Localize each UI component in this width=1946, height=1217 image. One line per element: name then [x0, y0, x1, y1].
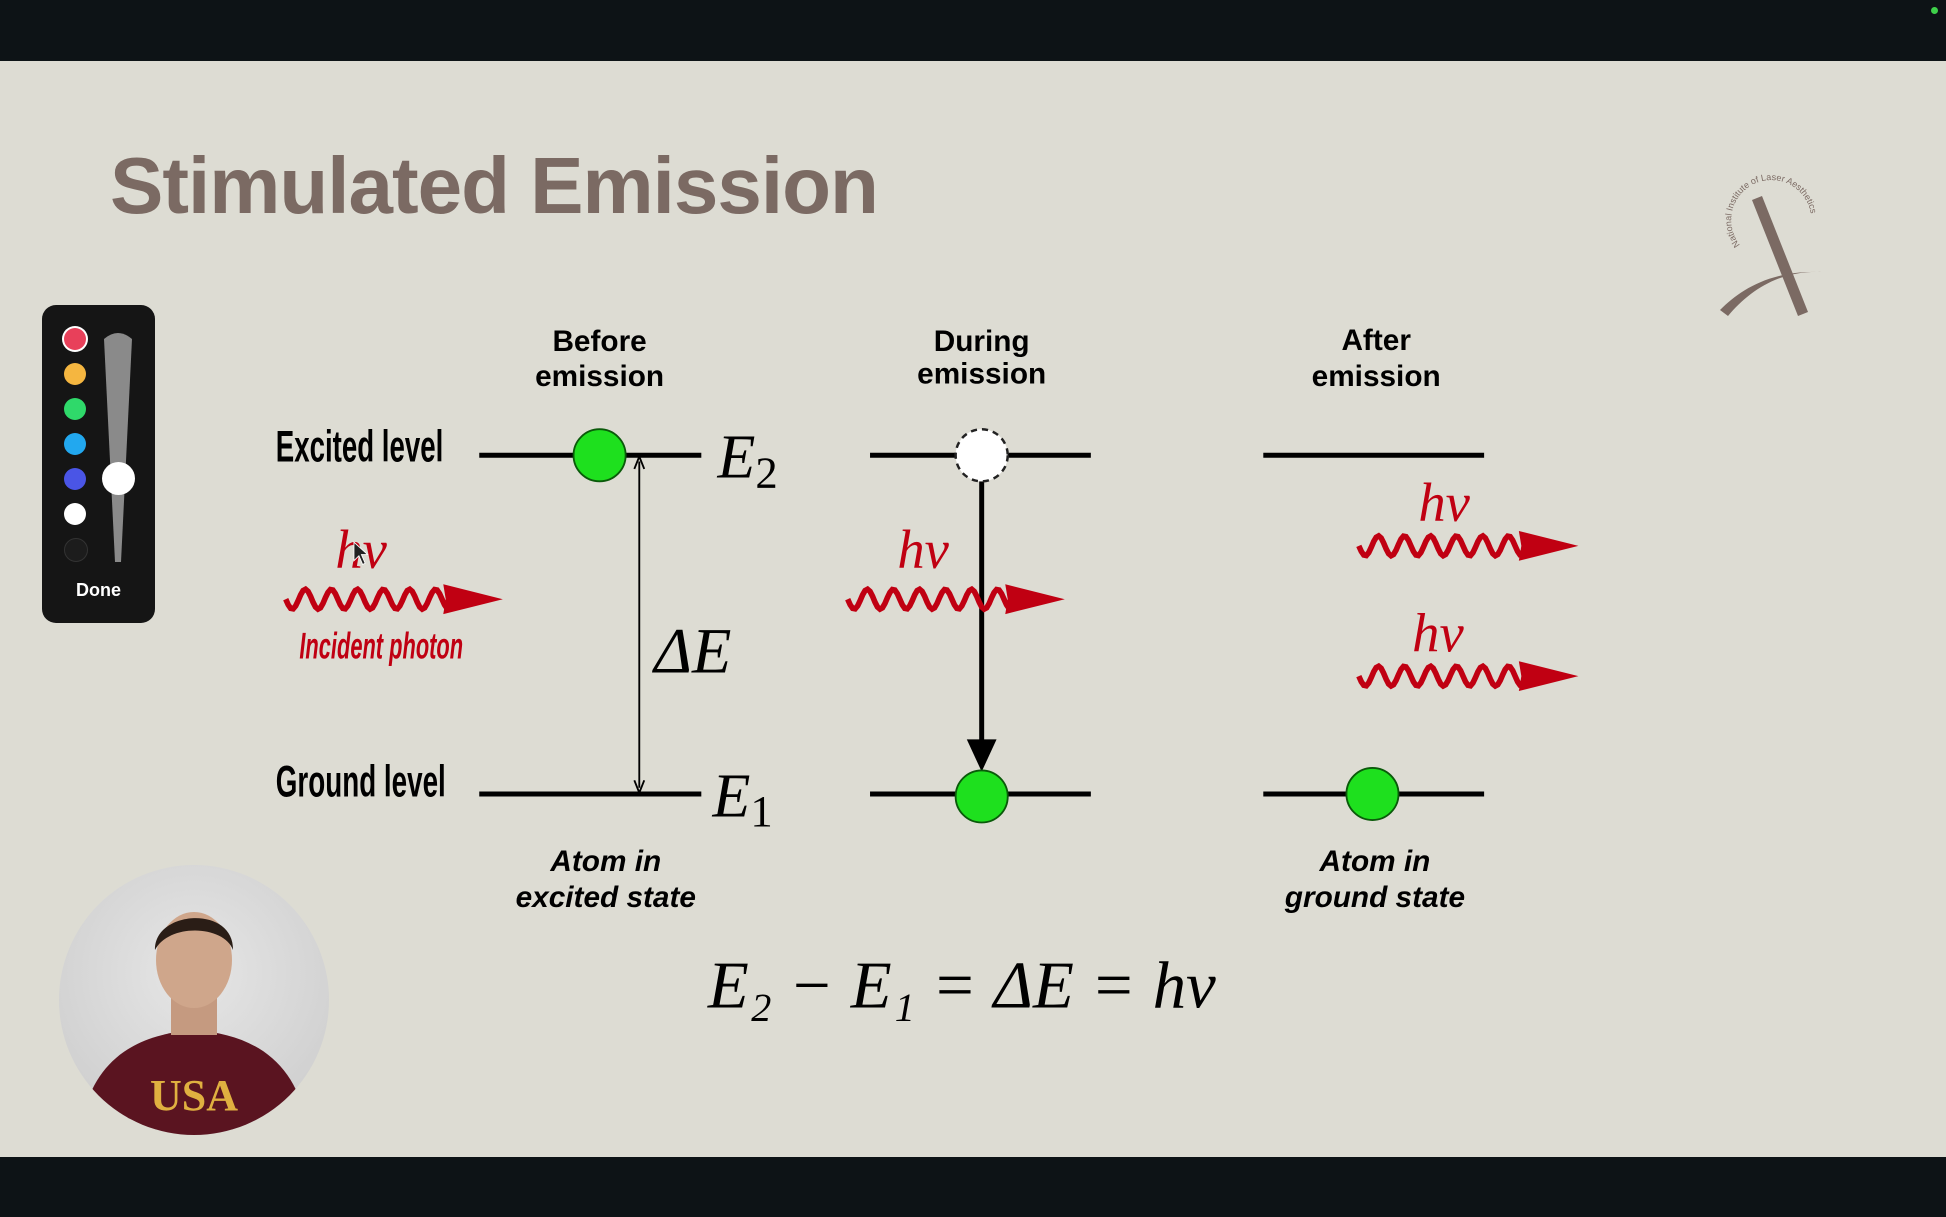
color-swatch[interactable]	[64, 468, 86, 490]
color-swatch[interactable]	[64, 503, 86, 525]
stroke-width-slider[interactable]	[102, 327, 134, 567]
photon-wave	[283, 584, 503, 615]
e1-label: E1	[711, 762, 772, 836]
presenter-webcam: USA	[59, 865, 329, 1135]
delta-e-label: ΔE	[651, 615, 731, 686]
status-dot	[1931, 7, 1938, 14]
atom-excited	[572, 428, 627, 483]
photon-energy-label: hν	[1412, 602, 1464, 663]
color-swatch[interactable]	[64, 398, 86, 420]
color-swatch[interactable]	[64, 433, 86, 455]
shirt-text: USA	[150, 1071, 238, 1120]
incident-photon-label: Incident photon	[299, 625, 463, 667]
heading-after-2: emission	[1312, 360, 1441, 393]
photon-wave	[845, 584, 1065, 615]
heading-after-1: After	[1341, 324, 1411, 357]
color-swatch[interactable]	[64, 363, 86, 385]
done-button[interactable]: Done	[76, 580, 121, 600]
heading-during-1: During	[934, 325, 1030, 358]
atom-vacated	[954, 427, 1009, 483]
color-swatch[interactable]	[64, 538, 88, 562]
caption-excited-2: excited state	[516, 881, 696, 914]
photon-energy-label: hν	[897, 519, 949, 580]
caption-excited-1: Atom in	[549, 845, 661, 878]
heading-before-1: Before	[552, 325, 646, 358]
atom-ground	[954, 769, 1009, 824]
top-bar	[0, 0, 1946, 61]
photon-energy-label: hν	[1418, 472, 1470, 533]
energy-equation: E₂ − E₁ = ΔE = hν	[707, 948, 1216, 1022]
excited-level-label: Excited level	[276, 422, 443, 471]
annotation-toolbar: Done	[42, 305, 155, 623]
slide-title: Stimulated Emission	[110, 141, 879, 230]
institute-logo: National Institute of Laser Aesthetics	[1720, 172, 1822, 316]
caption-ground-1: Atom in	[1319, 845, 1431, 878]
color-swatch[interactable]	[64, 328, 86, 350]
e2-label: E2	[716, 424, 777, 498]
atom-ground	[1345, 766, 1400, 821]
mouse-cursor-icon	[353, 541, 369, 566]
transition-arrow	[966, 481, 997, 772]
delta-e-arrow	[633, 454, 646, 796]
slider-knob[interactable]	[102, 462, 135, 495]
bottom-bar	[0, 1157, 1946, 1217]
caption-ground-2: ground state	[1284, 881, 1465, 914]
heading-before-2: emission	[535, 360, 664, 393]
ground-level-label: Ground level	[276, 757, 446, 806]
photon-wave	[1356, 661, 1579, 691]
photon-wave	[1356, 530, 1579, 561]
heading-during-2: emission	[917, 357, 1046, 390]
